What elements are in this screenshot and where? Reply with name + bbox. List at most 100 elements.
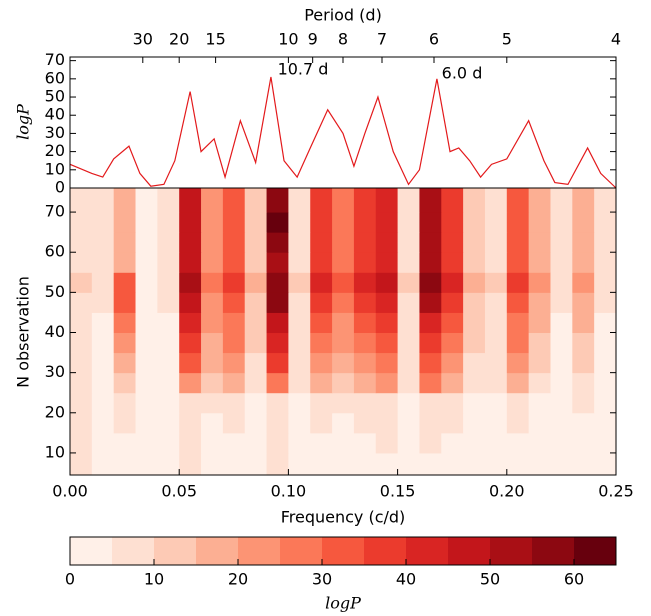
y-tick-label: 60 [45, 68, 65, 87]
line [69, 76, 617, 189]
heat-cell [201, 272, 224, 293]
x-tick-label: 30 [133, 30, 153, 49]
x-tick-label: 8 [338, 30, 348, 49]
heat-cell [201, 232, 224, 253]
heat-cell [463, 332, 486, 354]
y-tick-label: 40 [45, 322, 65, 341]
heat-cell [91, 312, 115, 334]
heat-cell [113, 212, 137, 233]
heat-cell [550, 292, 573, 313]
heat-cell [375, 272, 399, 293]
heat-cell [463, 252, 486, 273]
y-tick-label: 0 [55, 178, 65, 197]
y-tick-label: 40 [45, 105, 65, 124]
heat-cell [397, 212, 420, 233]
heat-cell [353, 372, 377, 394]
heat-cell [506, 392, 530, 414]
heat-cell [157, 292, 180, 313]
heat-cell [113, 272, 137, 293]
heat-cell [157, 432, 180, 454]
heat-cell [528, 392, 551, 414]
heat-cell [135, 312, 158, 334]
heat-cell [310, 412, 333, 434]
heat-cell [484, 232, 508, 253]
heat-cell [419, 312, 442, 334]
heat-cell [70, 412, 93, 434]
heat-cell [397, 412, 420, 434]
heat-cell [332, 392, 355, 414]
heat-cell [375, 212, 399, 233]
heat-cell [572, 452, 595, 476]
colorbar-swatch [70, 537, 112, 565]
x-tick-label: 0.15 [380, 482, 416, 501]
heat-cell [113, 392, 137, 414]
heat-cell [222, 312, 246, 334]
heat-cell [397, 232, 420, 253]
heat-cell [550, 432, 573, 454]
heat-cell [70, 332, 93, 354]
heat-cell [135, 392, 158, 414]
heat-cell [91, 212, 115, 233]
heat-cell [310, 272, 333, 293]
heat-cell [484, 312, 508, 334]
heat-cell [113, 332, 137, 354]
heat-cell [70, 252, 93, 273]
heat-cell [244, 232, 268, 253]
heat-cell [419, 292, 442, 313]
y-tick-label: 70 [45, 202, 65, 221]
heat-cell [310, 392, 333, 414]
heat-cell [441, 232, 464, 253]
heat-cell [463, 372, 486, 394]
heat-cell [528, 292, 551, 313]
annotation: 10.7 d [278, 60, 329, 79]
heat-cell [70, 312, 93, 334]
heat-cell [288, 312, 311, 334]
heat-cell [506, 272, 530, 293]
heat-cell [572, 292, 595, 313]
heat-cell [288, 392, 311, 414]
heat-cell [70, 292, 93, 313]
heat-cell [375, 232, 399, 253]
heat-cell [463, 292, 486, 313]
heat-cell [397, 312, 420, 334]
heat-cell [441, 452, 464, 476]
colorbar-swatch [574, 537, 616, 565]
heat-cell [419, 188, 442, 213]
heat-cell [550, 412, 573, 434]
heat-cell [91, 452, 115, 476]
heat-cell [288, 292, 311, 313]
y-tick-label: 10 [45, 442, 65, 461]
heat-cell [353, 292, 377, 313]
heat-cell [594, 292, 617, 313]
x-tick-label: 15 [205, 30, 225, 49]
heat-cell [113, 412, 137, 434]
heat-cell [375, 332, 399, 354]
colorbar-tick-label: 30 [312, 570, 332, 589]
heat-cell [441, 432, 464, 454]
heat-cell [375, 312, 399, 334]
heat-cell [375, 292, 399, 313]
heat-cell [332, 212, 355, 233]
heat-cell [484, 352, 508, 374]
heat-cell [353, 232, 377, 253]
heat-cell [419, 452, 442, 476]
heat-cell [528, 312, 551, 334]
heat-cell [310, 332, 333, 354]
heat-cell [179, 372, 202, 394]
x-tick-label: 4 [611, 30, 621, 49]
x-tick-label: 0.25 [598, 482, 634, 501]
heat-cell [528, 352, 551, 374]
colorbar-tick-label: 10 [144, 570, 164, 589]
heat-cell [244, 272, 268, 293]
heat-cell [288, 232, 311, 253]
heat-cell [419, 232, 442, 253]
heat-cell [375, 432, 399, 454]
heat-cell [222, 372, 246, 394]
y-axis-label: logP [14, 104, 33, 140]
heat-cell [397, 188, 420, 213]
heat-cell [441, 312, 464, 334]
x-tick-label: 20 [169, 30, 189, 49]
heat-cell [244, 372, 268, 394]
heat-cell [463, 452, 486, 476]
